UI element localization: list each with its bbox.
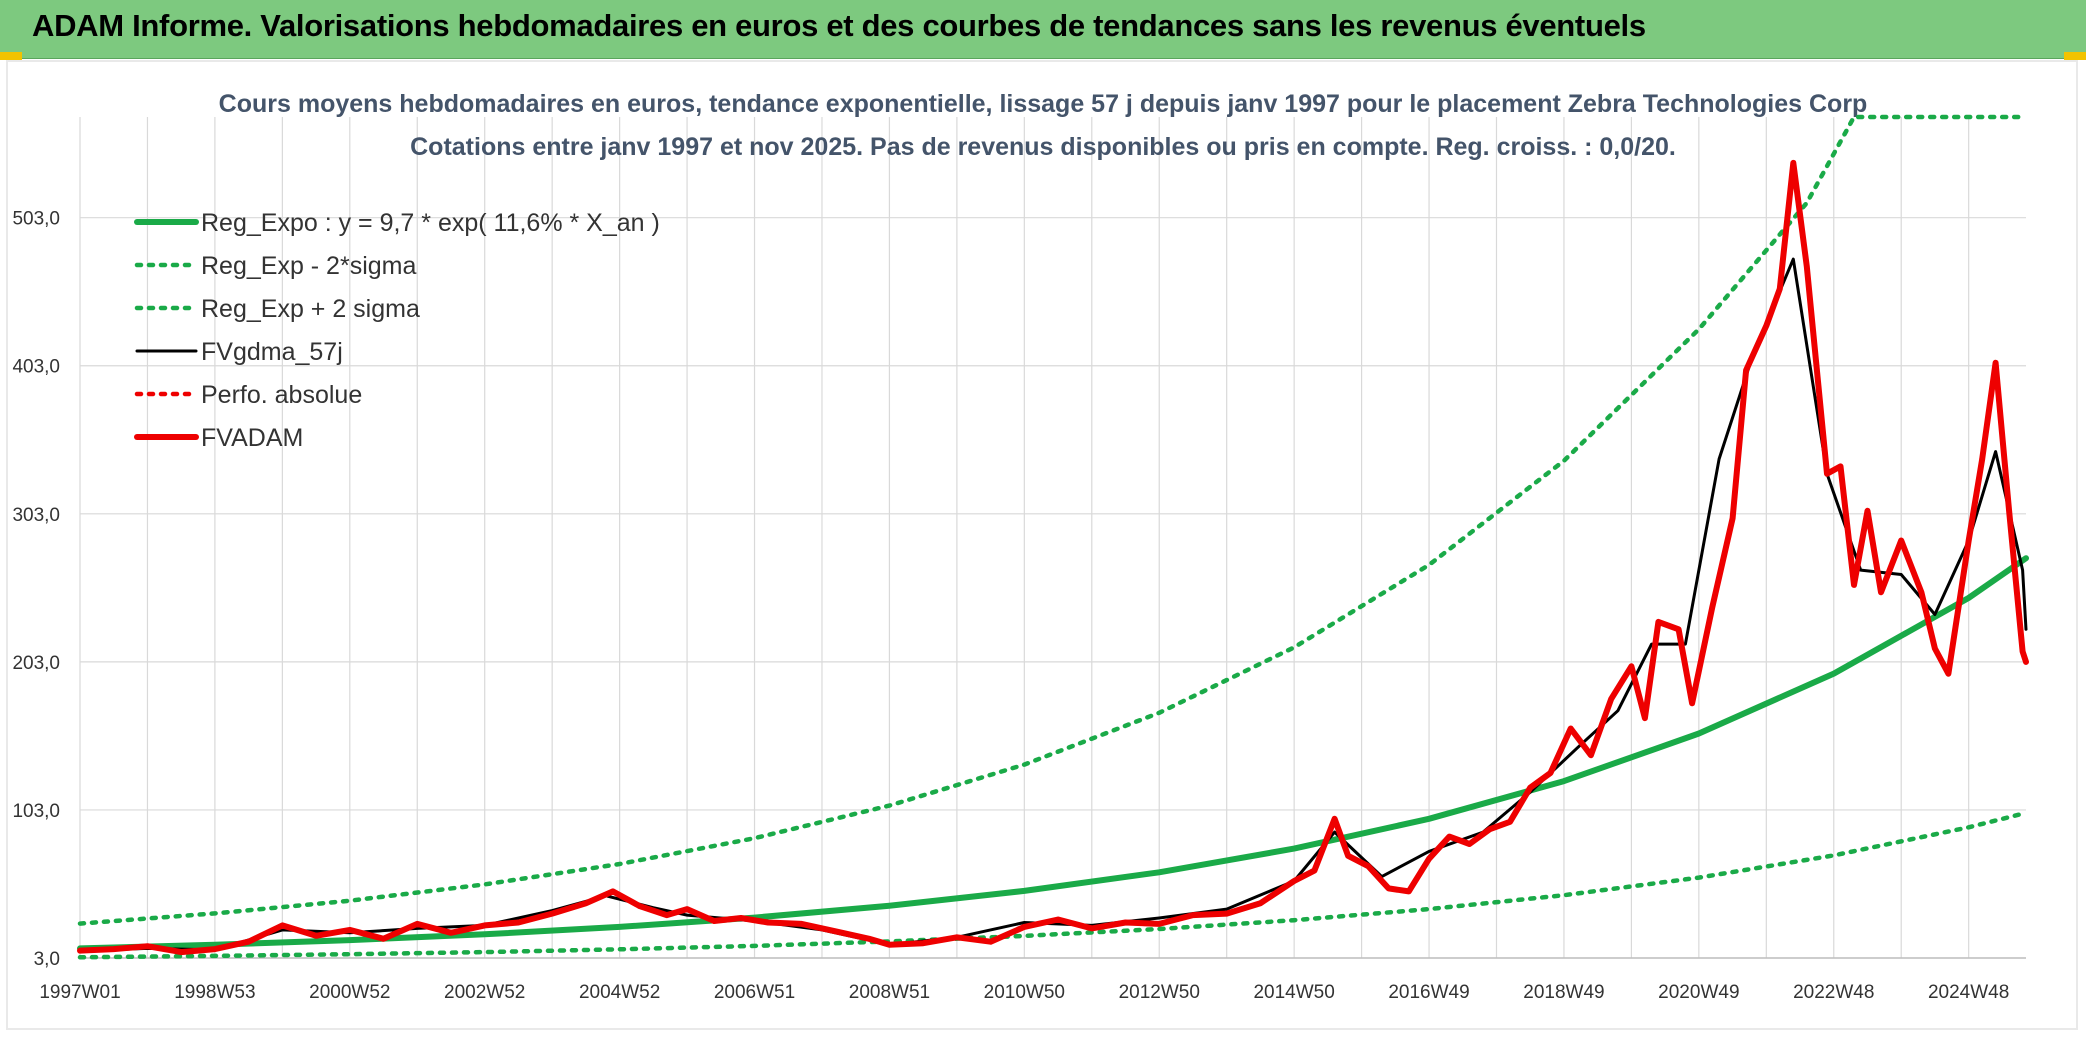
y-tick-label: 303,0 — [12, 505, 60, 526]
x-tick-label: 2000W52 — [309, 982, 390, 1003]
report-title: ADAM Informe. Valorisations hebdomadaire… — [32, 8, 1646, 43]
legend-label: Reg_Exp + 2 sigma — [201, 295, 420, 323]
x-tick-label: 2020W49 — [1658, 982, 1739, 1003]
x-tick-label: 2004W52 — [579, 982, 660, 1003]
x-tick-label: 2018W49 — [1523, 982, 1604, 1003]
x-tick-label: 2008W51 — [849, 982, 930, 1003]
x-tick-label: 2014W50 — [1253, 982, 1334, 1003]
x-tick-label: 2012W50 — [1119, 982, 1200, 1003]
grid — [79, 117, 2026, 959]
chart-frame — [6, 60, 2078, 1030]
x-tick-label: 2002W52 — [444, 982, 525, 1003]
legend-label: Reg_Expo : y = 9,7 * exp( 11,6% * X_an ) — [201, 209, 660, 237]
series-line-reg-expo-y-9-7-exp-11-6-x-an — [77, 555, 2029, 952]
corner-accent-left — [0, 52, 22, 60]
series-line-reg-exp-2-sigma — [77, 114, 2029, 926]
header-bar: ADAM Informe. Valorisations hebdomadaire… — [0, 0, 2086, 59]
y-tick-label: 503,0 — [12, 209, 60, 230]
y-tick-label: 3,0 — [34, 949, 60, 970]
axis-ticks: 3,0 103,0 203,0 303,0 403,0 503,0 1997W01 1998W… — [12, 209, 2009, 1003]
y-tick-label: 103,0 — [12, 801, 60, 822]
corner-accent-right — [2064, 52, 2086, 60]
x-tick-label: 1998W53 — [174, 982, 255, 1003]
series-line-reg-exp-2-sigma — [77, 810, 2029, 960]
legend-label: Reg_Exp - 2*sigma — [201, 252, 416, 280]
series-line-fvgdma-57j — [78, 257, 2028, 953]
legend-label: Perfo. absolue — [201, 381, 362, 409]
series-line-fvadam — [77, 159, 2029, 956]
x-tick-label: 1997W01 — [39, 982, 120, 1003]
series — [77, 114, 2029, 960]
x-tick-label: 2022W48 — [1793, 982, 1874, 1003]
x-tick-label: 2016W49 — [1388, 982, 1469, 1003]
legend-label: FVgdma_57j — [201, 338, 343, 366]
x-tick-label: 2024W48 — [1928, 982, 2009, 1003]
x-tick-label: 2010W50 — [984, 982, 1065, 1003]
y-tick-label: 203,0 — [12, 653, 60, 674]
chart-subtitle: Cotations entre janv 1997 et nov 2025. P… — [410, 133, 1676, 161]
legend-label: FVADAM — [201, 424, 303, 452]
y-tick-label: 403,0 — [12, 357, 60, 378]
legend: Reg_Expo : y = 9,7 * exp( 11,6% * X_an )… — [134, 209, 660, 452]
x-tick-label: 2006W51 — [714, 982, 795, 1003]
chart-title: Cours moyens hebdomadaires en euros, ten… — [219, 90, 1868, 118]
